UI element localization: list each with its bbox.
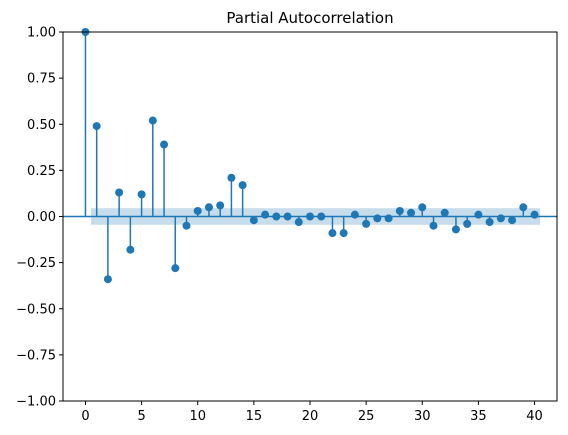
- marker-lag-39: [519, 203, 528, 212]
- marker-lag-11: [204, 203, 213, 212]
- marker-lag-37: [496, 214, 505, 223]
- marker-lag-3: [115, 188, 124, 197]
- marker-lag-26: [373, 214, 382, 223]
- marker-lag-22: [328, 229, 337, 238]
- marker-lag-27: [384, 214, 393, 223]
- x-tick-label-10: 10: [189, 409, 206, 424]
- x-tick-label-25: 25: [358, 409, 375, 424]
- marker-lag-23: [339, 229, 348, 238]
- y-tick-label-8: −1.00: [16, 395, 56, 410]
- y-tick-label-5: −0.25: [16, 256, 56, 271]
- marker-lag-12: [216, 201, 225, 210]
- marker-lag-21: [317, 212, 326, 221]
- marker-lag-40: [530, 210, 539, 219]
- markers-layer: [81, 28, 539, 284]
- marker-lag-24: [350, 210, 359, 219]
- y-tick-label-7: −0.75: [16, 348, 56, 363]
- x-tick-label-30: 30: [414, 409, 431, 424]
- y-tick-label-1: 0.75: [27, 72, 56, 87]
- marker-lag-33: [451, 225, 460, 234]
- marker-lag-16: [261, 210, 270, 219]
- marker-lag-8: [171, 264, 180, 273]
- y-ticks-layer: 1.00 0.75 0.50 0.25 0.00 −0.25 −0.50 −0.75 −1.00: [16, 26, 63, 410]
- marker-lag-1: [92, 122, 101, 131]
- x-tick-label-0: 0: [81, 409, 89, 424]
- marker-lag-25: [362, 219, 371, 228]
- y-tick-label-0: 1.00: [27, 26, 56, 41]
- marker-lag-28: [395, 206, 404, 215]
- x-tick-label-20: 20: [302, 409, 319, 424]
- marker-lag-36: [485, 218, 494, 227]
- y-tick-label-3: 0.25: [27, 164, 56, 179]
- marker-lag-19: [294, 218, 303, 227]
- marker-lag-2: [103, 275, 112, 284]
- marker-lag-17: [272, 212, 281, 221]
- marker-lag-6: [148, 116, 157, 125]
- marker-lag-14: [238, 181, 247, 190]
- marker-lag-15: [249, 216, 258, 225]
- marker-lag-38: [508, 216, 517, 225]
- marker-lag-35: [474, 210, 483, 219]
- y-tick-label-6: −0.50: [16, 302, 56, 317]
- marker-lag-9: [182, 221, 191, 230]
- x-tick-label-5: 5: [137, 409, 145, 424]
- y-tick-label-4: 0.00: [27, 210, 56, 225]
- x-tick-label-35: 35: [470, 409, 487, 424]
- x-tick-label-15: 15: [246, 409, 263, 424]
- y-tick-label-2: 0.50: [27, 118, 56, 133]
- marker-lag-29: [407, 208, 416, 217]
- marker-lag-31: [429, 221, 438, 230]
- marker-lag-4: [126, 245, 135, 254]
- marker-lag-7: [160, 140, 169, 149]
- marker-lag-34: [463, 219, 472, 228]
- x-ticks-layer: 0 5 10 15 20 25 30 35 40: [81, 401, 543, 424]
- marker-lag-13: [227, 173, 236, 182]
- chart-title: Partial Autocorrelation: [226, 9, 393, 27]
- marker-lag-5: [137, 190, 146, 199]
- marker-lag-32: [440, 208, 449, 217]
- marker-lag-20: [306, 212, 314, 221]
- marker-lag-10: [193, 206, 202, 215]
- marker-lag-30: [418, 203, 427, 212]
- x-tick-label-40: 40: [526, 409, 543, 424]
- stems-layer: [84, 32, 536, 280]
- marker-lag-18: [283, 212, 292, 221]
